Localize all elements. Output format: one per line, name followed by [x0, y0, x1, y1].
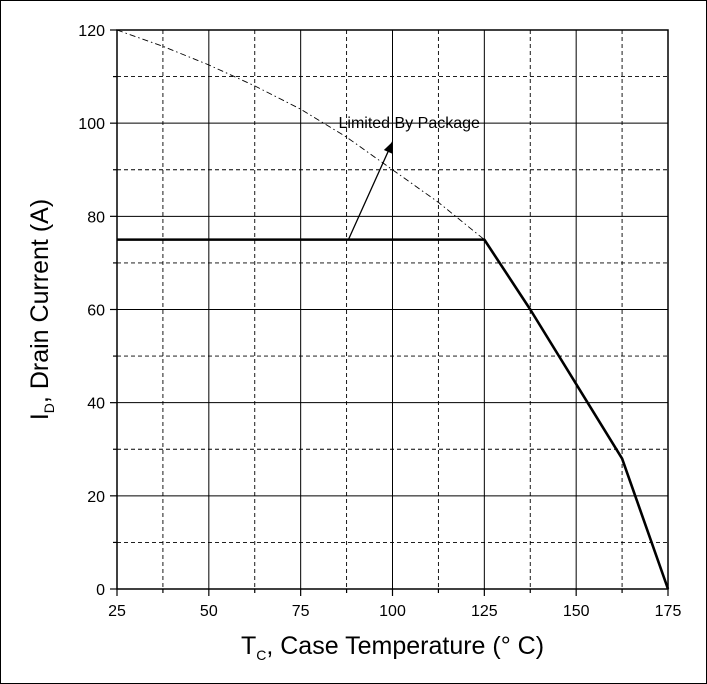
annotation-arrow-line: [347, 141, 394, 240]
y-tick-label: 100: [78, 116, 105, 133]
y-tick-label: 80: [87, 209, 105, 226]
x-tick-label: 125: [471, 603, 498, 620]
y-axis-symbol: I: [26, 413, 54, 420]
package-limit-line: [116, 29, 485, 240]
series-lines: [116, 29, 670, 590]
x-tick-label: 100: [379, 603, 406, 620]
y-tick-label: 20: [87, 489, 105, 506]
tick-marks: [110, 29, 669, 596]
y-axis-title: ID, Drain Current (A): [26, 199, 57, 420]
y-tick-label: 60: [87, 303, 105, 320]
major-grid: [117, 30, 668, 589]
annotation-label: Limited By Package: [339, 115, 481, 132]
x-tick-label: 75: [292, 603, 310, 620]
y-tick-label: 40: [87, 396, 105, 413]
x-axis-symbol: T: [241, 632, 256, 660]
y-axis-subscript: D: [41, 403, 57, 413]
y-tick-label: 0: [96, 582, 105, 599]
x-axis-title: TC, Case Temperature (° C): [241, 632, 544, 663]
annotation-arrowhead: [383, 141, 393, 154]
y-tick-label: 120: [78, 23, 105, 40]
x-tick-label: 50: [200, 603, 218, 620]
annotation-group: Limited By Package: [339, 115, 481, 240]
y-tick-labels: 0 20 40 60 80 100 120: [78, 23, 105, 599]
y-axis-text: , Drain Current (A): [26, 199, 54, 403]
x-tick-labels: 25 50 75 100 125 150 175: [108, 603, 681, 620]
x-tick-label: 25: [108, 603, 126, 620]
x-tick-label: 150: [563, 603, 590, 620]
drain-current-line: [117, 238, 670, 590]
x-axis-subscript: C: [256, 647, 266, 663]
x-tick-label: 175: [655, 603, 682, 620]
x-axis-text: , Case Temperature (° C): [266, 632, 544, 660]
